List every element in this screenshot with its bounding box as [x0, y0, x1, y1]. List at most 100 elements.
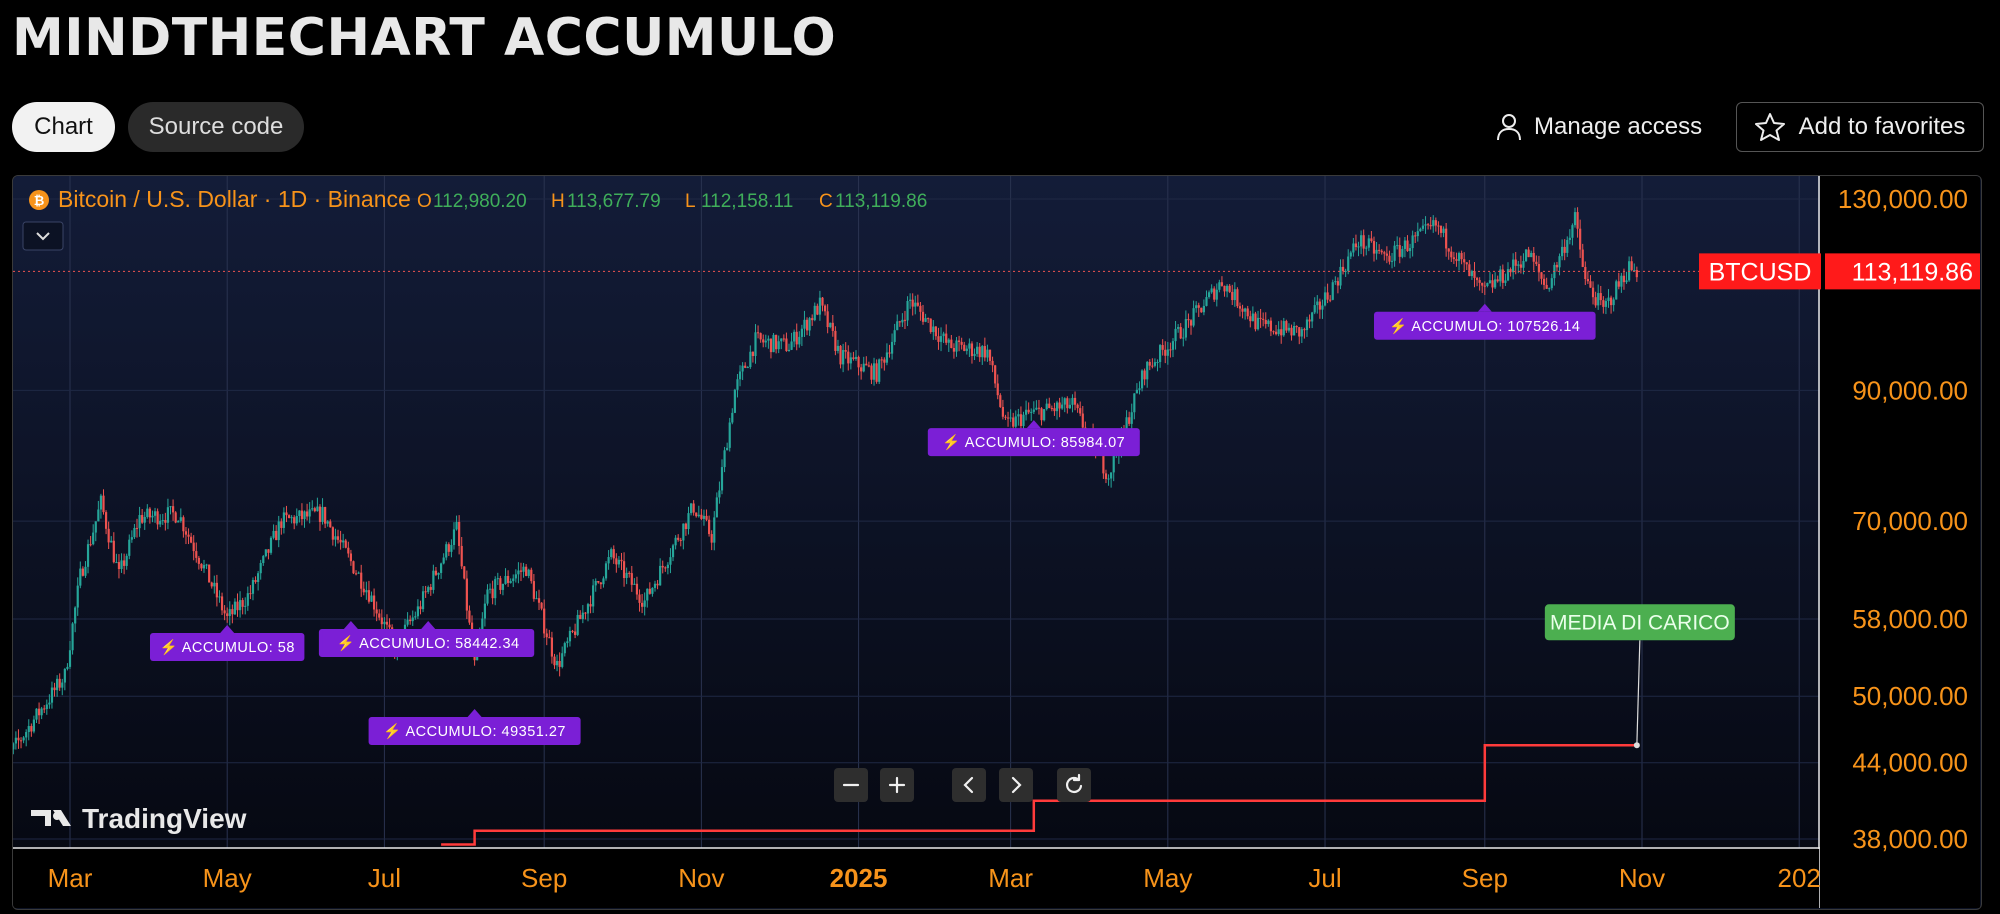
bitcoin-icon-glyph: ₿	[34, 193, 45, 208]
candle-body	[1022, 414, 1025, 427]
candle	[1401, 246, 1404, 259]
candle	[512, 574, 515, 588]
candle	[1231, 284, 1234, 306]
candle	[1262, 312, 1265, 327]
candle	[1571, 223, 1574, 246]
candle-body	[610, 549, 613, 558]
minus-button[interactable]	[834, 768, 868, 802]
candle-body	[257, 573, 260, 582]
candle-body	[1236, 289, 1239, 307]
candle-body	[161, 520, 164, 522]
candle-body	[679, 539, 682, 541]
price-chart[interactable]: MEDIA DI CARICO BTCUSD ⚡ ACCUMULO: 58 ⚡ AC…	[13, 176, 1980, 908]
candle-body	[120, 560, 123, 570]
candle	[1300, 327, 1303, 344]
candle-body	[1571, 225, 1574, 238]
candle	[708, 515, 711, 537]
add-to-favorites-button[interactable]: Add to favorites	[1736, 102, 1984, 152]
legend-collapse-box[interactable]	[22, 221, 64, 251]
candle-body	[1066, 398, 1069, 409]
candle	[1362, 229, 1365, 257]
control-button-box[interactable]	[952, 768, 986, 802]
candle	[94, 521, 97, 542]
candle	[257, 571, 260, 591]
candle	[1383, 250, 1386, 261]
chart-panel[interactable]: MEDIA DI CARICO BTCUSD ⚡ ACCUMULO: 58 ⚡ AC…	[12, 175, 1982, 910]
legend-collapse-button[interactable]	[22, 221, 64, 251]
candle-body	[1630, 261, 1633, 271]
candle	[1148, 359, 1151, 371]
candle	[1398, 237, 1401, 264]
manage-access-button[interactable]: Manage access	[1496, 102, 1702, 152]
candle-body	[1303, 329, 1306, 331]
candle	[146, 504, 149, 519]
candle-body	[1483, 285, 1486, 287]
candle	[839, 344, 842, 369]
control-button-box[interactable]	[999, 768, 1033, 802]
candle	[246, 586, 249, 611]
candle	[700, 508, 703, 521]
candle	[957, 335, 961, 352]
candle-body	[880, 359, 883, 361]
candle	[177, 520, 180, 523]
candle	[550, 631, 554, 664]
candle	[823, 304, 827, 316]
candle	[1576, 207, 1579, 238]
candle	[965, 345, 968, 355]
candle	[988, 349, 992, 365]
tab-source-code[interactable]: Source code	[128, 102, 304, 152]
candle-body	[1156, 362, 1159, 364]
candle-body	[599, 582, 602, 585]
candle	[875, 359, 878, 384]
candle	[981, 345, 984, 365]
candle	[488, 583, 492, 594]
chevron-right-button[interactable]	[999, 768, 1033, 802]
candle	[506, 570, 510, 587]
candle	[1156, 359, 1159, 372]
candle	[300, 503, 304, 526]
candle	[1218, 279, 1221, 293]
candle	[1522, 253, 1525, 275]
candle-body	[970, 343, 974, 357]
accumulo-label-text: ⚡ ACCUMULO: 85984.07	[942, 433, 1125, 451]
candle	[1043, 409, 1046, 422]
candle	[251, 577, 255, 601]
candle	[1158, 344, 1162, 368]
plus-button[interactable]	[880, 768, 914, 802]
candle-body	[481, 618, 484, 633]
accumulo-label-box	[150, 632, 305, 661]
candle	[867, 361, 870, 368]
tab-chart[interactable]: Chart	[12, 102, 115, 152]
candle	[574, 623, 577, 639]
candle	[769, 338, 773, 359]
candle	[437, 572, 440, 580]
candle-body	[1079, 408, 1082, 414]
candle-body	[1061, 404, 1064, 409]
candle-body	[447, 544, 450, 552]
candle-body	[939, 336, 943, 342]
chevron-left-button[interactable]	[952, 768, 986, 802]
candle	[872, 357, 876, 386]
candle-body	[1465, 262, 1468, 265]
candle	[777, 335, 780, 354]
control-button-box[interactable]	[1057, 768, 1091, 802]
candle-body	[1305, 319, 1309, 331]
candle-body	[571, 630, 574, 632]
candle	[885, 343, 889, 366]
candle	[1437, 221, 1440, 235]
reset-button[interactable]	[1057, 768, 1091, 802]
candle-body	[1620, 275, 1623, 287]
candle	[1633, 263, 1636, 272]
candle	[468, 605, 471, 625]
candle-body	[1017, 414, 1020, 417]
candle	[1408, 243, 1412, 259]
candle	[1370, 231, 1373, 243]
candle	[1073, 391, 1077, 411]
candle	[1220, 276, 1224, 287]
candle	[151, 510, 154, 523]
candle-body	[641, 602, 644, 607]
candle-body	[1045, 403, 1048, 410]
accumulo-label-pointer	[421, 621, 436, 630]
candle-body	[313, 508, 316, 512]
candle-body	[496, 578, 499, 580]
